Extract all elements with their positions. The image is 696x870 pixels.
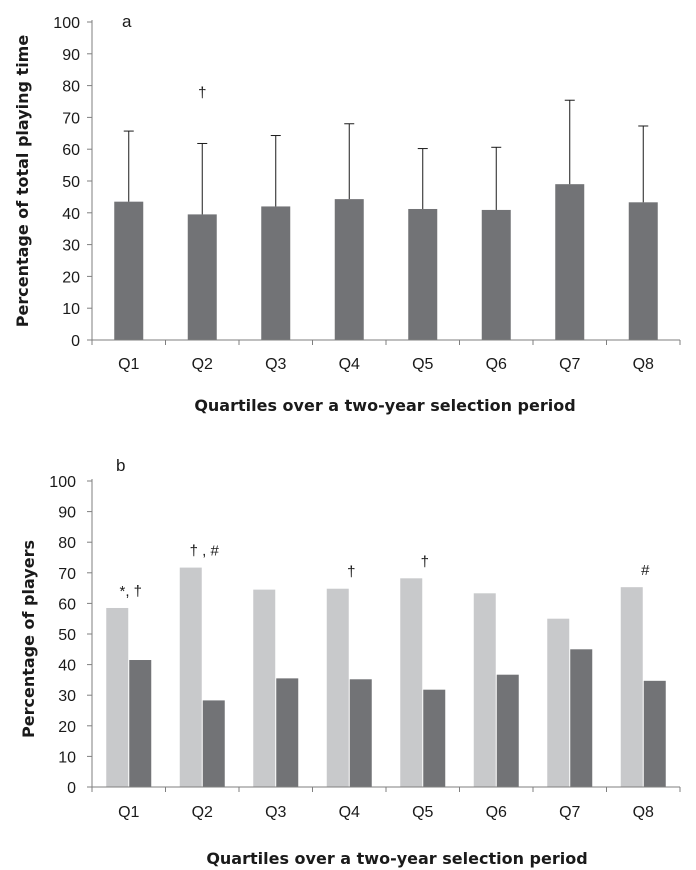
x-tick-label: Q8 bbox=[633, 356, 654, 373]
y-tick-label: 90 bbox=[58, 505, 76, 522]
bar bbox=[628, 202, 658, 340]
x-tick-label: Q3 bbox=[265, 356, 286, 373]
panel-label-a: a bbox=[122, 12, 132, 31]
y-tick-label: 100 bbox=[49, 474, 76, 491]
annotations-b: *, † † , # † † # bbox=[119, 543, 650, 600]
y-tick-label: 30 bbox=[62, 238, 80, 255]
bar bbox=[481, 209, 511, 340]
x-tick-label: Q1 bbox=[118, 804, 139, 821]
bar bbox=[547, 618, 570, 787]
x-tick-label: Q3 bbox=[265, 804, 286, 821]
chart-panel-a: a Percentage of total playing time Quart… bbox=[13, 12, 681, 415]
bar bbox=[179, 567, 202, 787]
significance-annotation: † , # bbox=[190, 543, 220, 560]
x-ticks-a: Q1 Q2 Q3 Q4 Q5 Q6 Q7 Q8 bbox=[91, 340, 681, 373]
x-tick-label: Q6 bbox=[486, 356, 507, 373]
bar bbox=[473, 593, 496, 787]
bar bbox=[253, 589, 276, 787]
bar bbox=[129, 660, 152, 787]
annotations-a: † bbox=[198, 84, 206, 101]
y-tick-label: 90 bbox=[62, 47, 80, 64]
x-tick-label: Q2 bbox=[192, 356, 213, 373]
y-tick-label: 20 bbox=[62, 269, 80, 286]
x-tick-label: Q7 bbox=[559, 356, 580, 373]
y-axis-title-b: Percentage of players bbox=[19, 540, 38, 738]
y-tick-label: 40 bbox=[62, 206, 80, 223]
bar bbox=[276, 678, 299, 787]
y-tick-label: 50 bbox=[58, 627, 76, 644]
y-ticks-b: 0 10 20 30 40 50 60 70 80 90 100 bbox=[49, 474, 92, 797]
x-axis-title-a: Quartiles over a two-year selection peri… bbox=[194, 396, 575, 415]
bar bbox=[423, 689, 446, 787]
significance-annotation: # bbox=[641, 562, 650, 579]
x-tick-label: Q2 bbox=[192, 804, 213, 821]
bar bbox=[620, 587, 643, 787]
chart-panel-b: b Percentage of players Quartiles over a… bbox=[19, 456, 681, 868]
bar bbox=[261, 206, 291, 340]
bar bbox=[106, 607, 129, 787]
y-tick-label: 100 bbox=[53, 15, 80, 32]
bar bbox=[202, 700, 225, 787]
bar bbox=[187, 214, 217, 340]
bar bbox=[408, 208, 438, 340]
y-ticks-a: 0 10 20 30 40 50 60 70 80 90 100 bbox=[53, 15, 92, 350]
bar bbox=[349, 679, 372, 787]
y-tick-label: 50 bbox=[62, 174, 80, 191]
y-tick-label: 10 bbox=[62, 301, 80, 318]
y-tick-label: 20 bbox=[58, 719, 76, 736]
bar bbox=[555, 184, 585, 340]
bar bbox=[334, 199, 364, 340]
bar bbox=[570, 649, 593, 787]
axes-a bbox=[91, 20, 680, 341]
x-tick-label: Q4 bbox=[339, 804, 360, 821]
y-tick-label: 0 bbox=[71, 333, 80, 350]
y-axis-title-a: Percentage of total playing time bbox=[13, 35, 32, 328]
y-tick-label: 80 bbox=[62, 79, 80, 96]
y-tick-label: 80 bbox=[58, 535, 76, 552]
panel-label-b: b bbox=[116, 456, 125, 475]
x-tick-label: Q4 bbox=[339, 356, 360, 373]
significance-annotation: † bbox=[198, 84, 206, 101]
significance-annotation: *, † bbox=[119, 583, 142, 600]
significance-annotation: † bbox=[347, 564, 355, 581]
bars-a bbox=[114, 184, 658, 340]
x-tick-label: Q5 bbox=[412, 804, 433, 821]
x-tick-label: Q5 bbox=[412, 356, 433, 373]
x-axis-title-b: Quartiles over a two-year selection peri… bbox=[206, 849, 587, 868]
y-tick-label: 60 bbox=[62, 142, 80, 159]
bars-b bbox=[106, 567, 666, 787]
x-tick-label: Q8 bbox=[633, 804, 654, 821]
bar bbox=[400, 578, 423, 787]
y-tick-label: 70 bbox=[62, 110, 80, 127]
y-tick-label: 70 bbox=[58, 566, 76, 583]
bar bbox=[326, 588, 349, 787]
y-tick-label: 0 bbox=[67, 780, 76, 797]
x-tick-label: Q6 bbox=[486, 804, 507, 821]
y-tick-label: 10 bbox=[58, 749, 76, 766]
y-tick-label: 30 bbox=[58, 688, 76, 705]
significance-annotation: † bbox=[421, 553, 429, 570]
x-ticks-b: Q1 Q2 Q3 Q4 Q5 Q6 Q7 Q8 bbox=[91, 787, 681, 821]
axes-b bbox=[91, 479, 680, 788]
bar bbox=[643, 680, 666, 787]
y-tick-label: 60 bbox=[58, 596, 76, 613]
x-tick-label: Q1 bbox=[118, 356, 139, 373]
y-tick-label: 40 bbox=[58, 658, 76, 675]
error-bars-a bbox=[123, 99, 649, 215]
bar bbox=[114, 201, 144, 340]
bar bbox=[496, 674, 519, 787]
x-tick-label: Q7 bbox=[559, 804, 580, 821]
